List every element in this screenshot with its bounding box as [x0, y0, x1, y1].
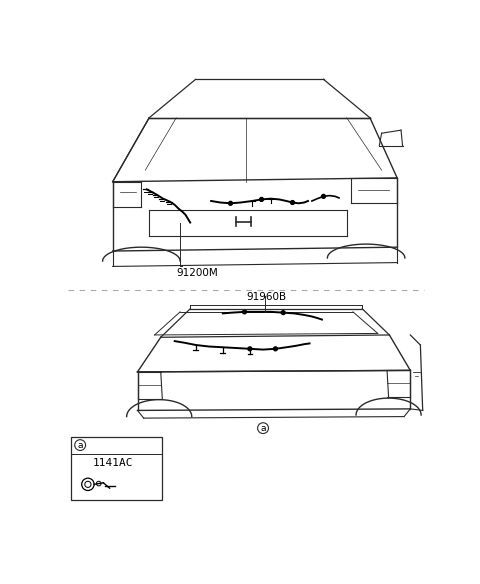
Circle shape — [274, 347, 277, 351]
Text: 1141AC: 1141AC — [93, 458, 133, 468]
Circle shape — [260, 197, 264, 201]
Text: a: a — [260, 423, 266, 433]
Text: 91200M: 91200M — [176, 269, 218, 279]
Circle shape — [322, 194, 325, 199]
Text: 91960B: 91960B — [246, 293, 286, 303]
Circle shape — [228, 201, 232, 205]
Circle shape — [242, 310, 246, 314]
Circle shape — [248, 347, 252, 351]
Text: a: a — [77, 440, 83, 450]
Circle shape — [290, 200, 294, 204]
Bar — [71, 437, 162, 500]
Circle shape — [281, 311, 285, 315]
